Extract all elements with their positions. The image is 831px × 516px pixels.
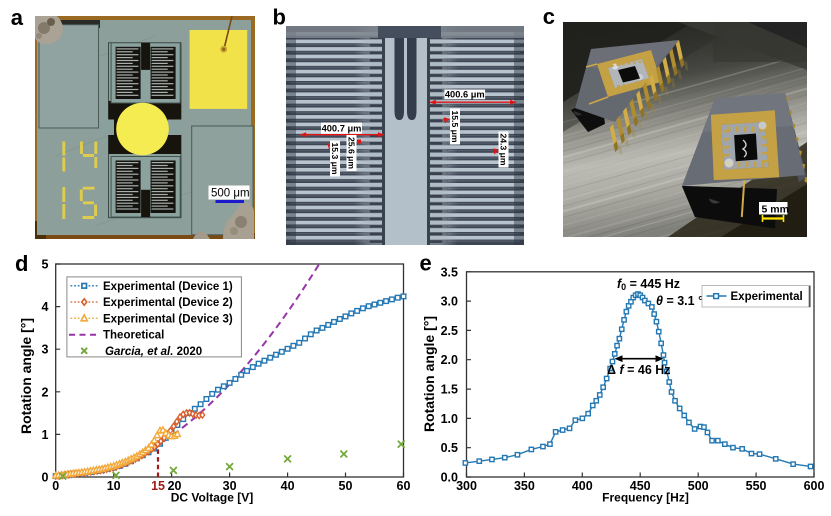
svg-text:c: c — [543, 4, 555, 29]
svg-text:Frequency [Hz]: Frequency [Hz] — [602, 491, 689, 505]
svg-text:f0 = 445 Hz: f0 = 445 Hz — [617, 277, 680, 292]
svg-text:1.5: 1.5 — [441, 383, 458, 397]
svg-text:25.6 μm: 25.6 μm — [346, 137, 356, 169]
svg-text:a: a — [11, 5, 24, 30]
svg-text:30: 30 — [223, 479, 237, 493]
svg-text:3.5: 3.5 — [441, 265, 458, 279]
svg-text:Experimental (Device 2): Experimental (Device 2) — [103, 297, 233, 309]
svg-text:15: 15 — [151, 479, 165, 493]
svg-text:5 mm: 5 mm — [762, 204, 789, 216]
svg-text:4: 4 — [42, 300, 49, 314]
svg-text:0: 0 — [52, 479, 59, 493]
svg-text:Theoretical: Theoretical — [103, 330, 164, 342]
svg-text:450: 450 — [630, 479, 651, 493]
svg-text:400.7 μm: 400.7 μm — [322, 124, 362, 134]
svg-text:Experimental: Experimental — [731, 291, 803, 303]
svg-text:3: 3 — [42, 343, 49, 357]
svg-text:Experimental (Device 3): Experimental (Device 3) — [103, 313, 233, 325]
svg-text:500: 500 — [688, 479, 709, 493]
svg-text:400.6 μm: 400.6 μm — [445, 90, 485, 100]
svg-text:0: 0 — [42, 471, 49, 485]
svg-text:Δ f = 46 Hz: Δ f = 46 Hz — [607, 363, 671, 377]
svg-text:550: 550 — [746, 479, 767, 493]
svg-text:0.5: 0.5 — [441, 441, 458, 455]
svg-text:b: b — [273, 5, 286, 30]
svg-text:24.3 μm: 24.3 μm — [498, 133, 508, 165]
svg-text:5: 5 — [42, 258, 49, 272]
svg-text:Rotation angle [°]: Rotation angle [°] — [421, 316, 437, 432]
svg-text:60: 60 — [397, 479, 411, 493]
svg-text:15.5 μm: 15.5 μm — [450, 110, 460, 142]
svg-text:DC Voltage [V]: DC Voltage [V] — [171, 491, 253, 505]
svg-text:350: 350 — [514, 479, 535, 493]
svg-text:50: 50 — [339, 479, 353, 493]
svg-text:2.5: 2.5 — [441, 324, 458, 338]
svg-text:600: 600 — [804, 479, 825, 493]
svg-text:e: e — [420, 251, 432, 276]
svg-text:1: 1 — [42, 428, 49, 442]
svg-text:d: d — [15, 251, 28, 276]
svg-text:Rotation angle [°]: Rotation angle [°] — [18, 318, 34, 434]
svg-text:40: 40 — [281, 479, 295, 493]
svg-text:20: 20 — [168, 479, 182, 493]
svg-text:15.3 μm: 15.3 μm — [330, 142, 340, 174]
svg-text:500 μm: 500 μm — [211, 188, 250, 200]
svg-text:Experimental (Device 1): Experimental (Device 1) — [103, 281, 233, 293]
svg-text:3.0: 3.0 — [441, 295, 458, 309]
svg-text:2.0: 2.0 — [441, 353, 458, 367]
svg-text:1.0: 1.0 — [441, 412, 458, 426]
svg-text:0.0: 0.0 — [441, 471, 458, 485]
svg-text:400: 400 — [572, 479, 593, 493]
svg-text:300: 300 — [456, 479, 477, 493]
svg-text:θ = 3.1 °: θ = 3.1 ° — [656, 294, 703, 308]
svg-text:2: 2 — [42, 385, 49, 399]
svg-text:10: 10 — [107, 479, 121, 493]
svg-text:Garcia, et al. 2020: Garcia, et al. 2020 — [105, 346, 202, 358]
